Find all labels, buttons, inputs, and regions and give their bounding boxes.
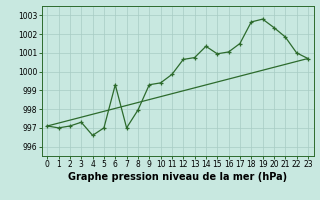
X-axis label: Graphe pression niveau de la mer (hPa): Graphe pression niveau de la mer (hPa) bbox=[68, 172, 287, 182]
